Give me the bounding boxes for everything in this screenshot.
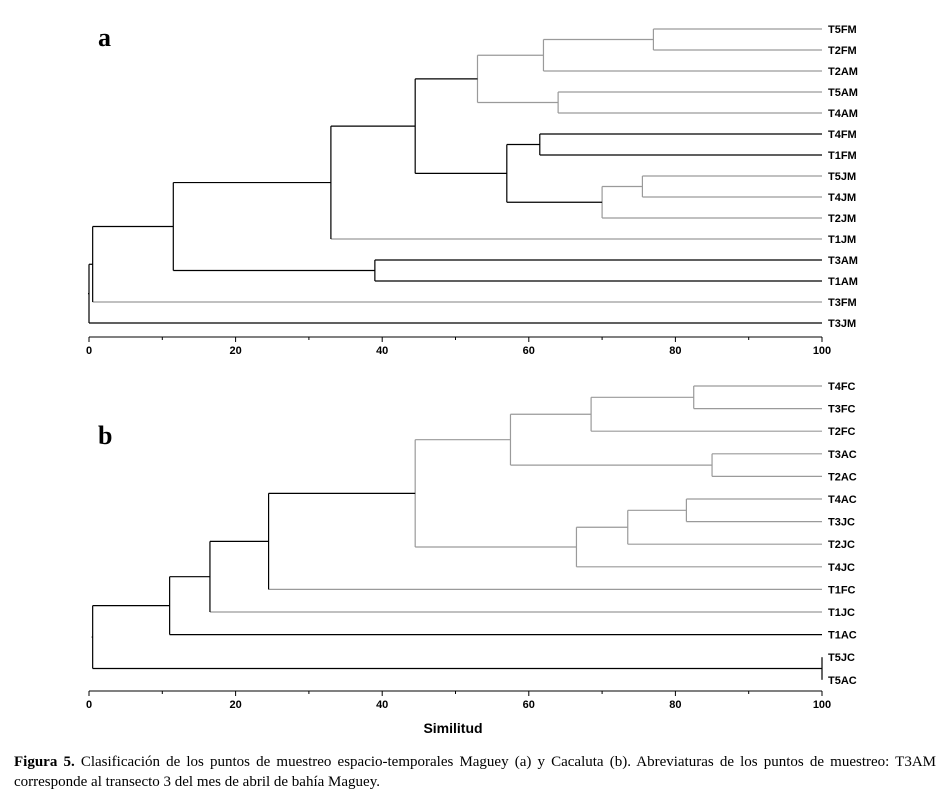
leaf-label-t1fc: T1FC: [828, 584, 856, 596]
x-tick-label-80: 80: [669, 345, 681, 357]
x-tick-label-100: 100: [813, 345, 831, 357]
leaf-label-t5fm: T5FM: [828, 24, 857, 36]
x-tick-label-20: 20: [229, 699, 241, 711]
leaf-label-t2fc: T2FC: [828, 426, 856, 438]
leaf-label-t5am: T5AM: [828, 87, 858, 99]
leaf-label-t3jc: T3JC: [828, 517, 855, 529]
leaf-label-t4jm: T4JM: [828, 192, 856, 204]
panel-a-letter: a: [98, 23, 111, 52]
leaf-label-t1jc: T1JC: [828, 607, 855, 619]
leaf-label-t5ac: T5AC: [828, 675, 857, 687]
leaf-label-t3fc: T3FC: [828, 404, 856, 416]
x-tick-label-0: 0: [86, 699, 92, 711]
leaf-label-t1ac: T1AC: [828, 630, 857, 642]
leaf-label-t2fm: T2FM: [828, 45, 857, 57]
leaf-label-t2am: T2AM: [828, 66, 858, 78]
leaf-label-t1fm: T1FM: [828, 150, 857, 162]
dendrogram-panel-a: a T5FM T2FM T2AM T5AM T4AM T4FM T1FM T5JM T4JM T2…: [86, 23, 858, 357]
x-tick-label-80: 80: [669, 699, 681, 711]
panel-b-letter: b: [98, 421, 112, 450]
leaf-label-t3ac: T3AC: [828, 449, 857, 461]
leaf-label-t4ac: T4AC: [828, 494, 857, 506]
leaf-label-t3fm: T3FM: [828, 297, 857, 309]
x-tick-label-20: 20: [229, 345, 241, 357]
dendrogram-panel-b: b T4FC T3FC T2FC T3AC T2AC T4AC T3JC T2JC T4JC T1…: [86, 381, 857, 711]
x-axis-title: Similitud: [423, 720, 482, 736]
x-tick-label-40: 40: [376, 699, 388, 711]
leaf-label-t3am: T3AM: [828, 255, 858, 267]
x-tick-label-60: 60: [523, 345, 535, 357]
leaf-label-t4fc: T4FC: [828, 381, 856, 393]
x-tick-label-100: 100: [813, 699, 831, 711]
leaf-label-t3jm: T3JM: [828, 318, 856, 330]
leaf-label-t2jm: T2JM: [828, 213, 856, 225]
leaf-label-t4am: T4AM: [828, 108, 858, 120]
leaf-label-t5jc: T5JC: [828, 652, 855, 664]
x-tick-label-40: 40: [376, 345, 388, 357]
leaf-label-t1am: T1AM: [828, 276, 858, 288]
caption-text: Clasificación de los puntos de muestreo …: [14, 754, 936, 790]
leaf-label-t2jc: T2JC: [828, 539, 855, 551]
leaf-label-t5jm: T5JM: [828, 171, 856, 183]
leaf-label-t2ac: T2AC: [828, 471, 857, 483]
leaf-label-t4jc: T4JC: [828, 562, 855, 574]
figure-caption: Figura 5. Clasificación de los puntos de…: [14, 752, 936, 792]
x-tick-label-60: 60: [523, 699, 535, 711]
leaf-label-t4fm: T4FM: [828, 129, 857, 141]
leaf-label-t1jm: T1JM: [828, 234, 856, 246]
caption-label: Figura 5.: [14, 754, 75, 770]
x-tick-label-0: 0: [86, 345, 92, 357]
